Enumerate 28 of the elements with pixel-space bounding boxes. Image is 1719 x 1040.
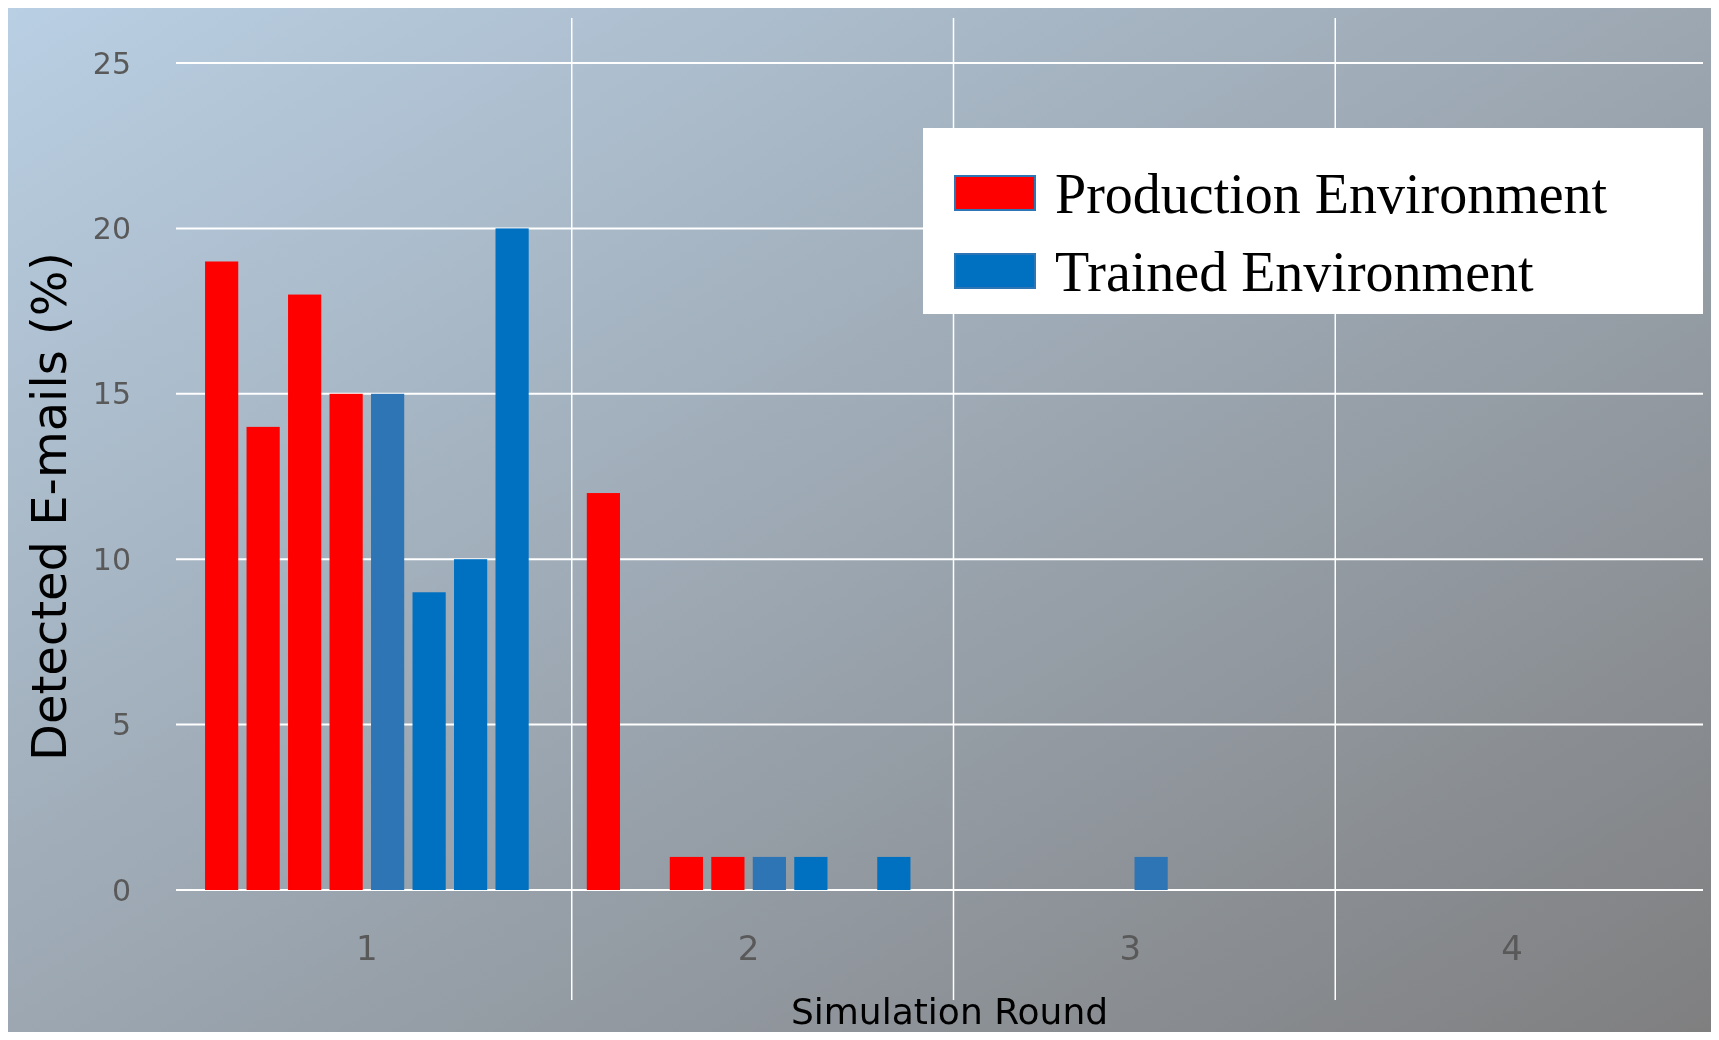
x-tick-label: 2 bbox=[737, 928, 760, 968]
bar bbox=[371, 393, 405, 890]
bar bbox=[329, 393, 363, 890]
bar bbox=[412, 592, 446, 890]
bar bbox=[711, 856, 745, 890]
bar bbox=[877, 856, 911, 890]
bar bbox=[586, 493, 620, 890]
bar bbox=[794, 856, 828, 890]
legend-label: Trained Environment bbox=[1055, 240, 1534, 303]
x-tick-label: 1 bbox=[356, 928, 378, 968]
bar bbox=[752, 856, 786, 890]
bar bbox=[205, 261, 239, 890]
bar bbox=[669, 856, 703, 890]
legend-label: Production Environment bbox=[1055, 162, 1608, 225]
y-tick-label: 10 bbox=[92, 541, 131, 577]
bar bbox=[246, 426, 280, 890]
x-axis-title: Simulation Round bbox=[790, 991, 1109, 1032]
y-tick-label: 15 bbox=[92, 376, 131, 412]
y-tick-label: 0 bbox=[111, 872, 131, 908]
bar bbox=[495, 228, 529, 890]
y-axis-title: Detected E-mails (%) bbox=[21, 251, 77, 762]
y-tick-label: 20 bbox=[92, 210, 131, 246]
bar bbox=[1134, 856, 1168, 890]
bar bbox=[288, 294, 322, 890]
bar bbox=[454, 559, 488, 890]
y-tick-label: 5 bbox=[111, 707, 131, 743]
y-tick-label: 25 bbox=[92, 45, 131, 81]
x-tick-label: 3 bbox=[1119, 928, 1142, 968]
